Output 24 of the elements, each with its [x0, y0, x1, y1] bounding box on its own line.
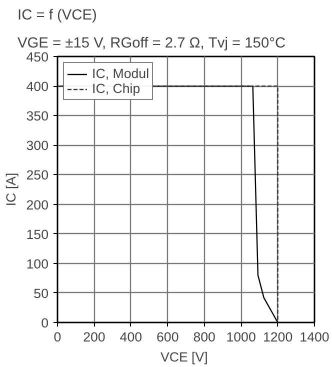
y-tick-label: 350: [26, 108, 49, 124]
x-tick-label: 0: [54, 330, 62, 344]
y-tick-label: 250: [26, 168, 49, 183]
y-tick-label: 450: [26, 50, 49, 64]
x-tick-label: 200: [83, 330, 106, 344]
x-tick-label: 1000: [226, 330, 256, 344]
y-axis-title: IC [A]: [3, 172, 18, 206]
y-tick-label: 0: [41, 316, 49, 330]
x-tick-label: 800: [193, 330, 216, 344]
legend-label: IC, Chip: [92, 81, 140, 96]
y-tick-label: 200: [26, 197, 49, 212]
x-tick-label: 1400: [300, 330, 330, 344]
legend-label: IC, Modul: [92, 66, 150, 81]
chart-subtitle: VGE = ±15 V, RGoff = 2.7 Ω, Tvj = 150°C: [18, 36, 286, 52]
x-axis-title: VCE [V]: [160, 350, 208, 364]
y-tick-label: 150: [26, 226, 49, 242]
y-tick-label: 300: [26, 138, 49, 154]
x-tick-label: 1200: [262, 330, 293, 344]
y-tick-label: 100: [26, 256, 49, 272]
y-tick-label: 400: [26, 79, 49, 94]
x-tick-label: 400: [120, 330, 142, 344]
x-tick-label: 600: [156, 330, 179, 344]
chart-title: IC = f (VCE): [18, 8, 97, 24]
y-tick-label: 50: [34, 286, 49, 301]
